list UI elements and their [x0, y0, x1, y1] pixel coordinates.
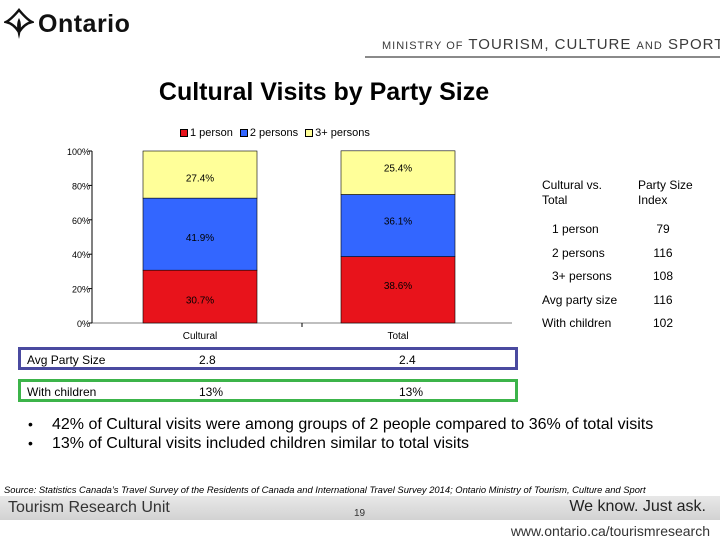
with-children-total: 13%	[399, 385, 424, 399]
y-tick-label: 20%	[72, 285, 90, 295]
legend-swatch-2-persons	[239, 129, 248, 137]
header-divider	[365, 56, 720, 58]
table-row-value: 102	[652, 316, 674, 330]
legend-label-2-persons: 2 persons	[249, 127, 299, 139]
footer-tagline: We know. Just ask.	[569, 498, 706, 515]
bar-segment	[340, 150, 456, 195]
bullet-item: • 42% of Cultural visits were among grou…	[22, 416, 662, 433]
table-row: With children 102	[530, 312, 715, 336]
data-label: 38.6%	[384, 281, 412, 292]
table-row-label: 2 persons	[552, 245, 605, 260]
table-header-col1: Cultural vs. Total	[542, 178, 603, 207]
y-tick-label: 0%	[77, 319, 90, 329]
ministry-part-c: , CULTURE	[544, 36, 632, 53]
data-label: 30.7%	[186, 296, 214, 307]
ontario-logo: Ontario	[4, 4, 130, 44]
bar-segment	[142, 150, 258, 199]
footer-url[interactable]: www.ontario.ca/tourismresearch	[510, 523, 710, 539]
bullet-icon: •	[28, 416, 33, 432]
data-label: 25.4%	[384, 164, 412, 175]
page-title: Cultural Visits by Party Size	[158, 78, 490, 106]
chart-legend: 1 person 2 persons 3+ persons	[180, 127, 377, 139]
x-category-label: Cultural	[183, 331, 217, 342]
footer-url-band: www.ontario.ca/tourismresearch	[0, 520, 720, 540]
legend-swatch-3-persons	[305, 129, 314, 137]
y-tick-label: 80%	[72, 181, 90, 191]
avg-party-size-row: Avg Party Size 2.8 2.4	[18, 347, 518, 370]
bullet-text: 42% of Cultural visits were among groups…	[52, 416, 654, 433]
bar-segment	[340, 194, 456, 257]
legend-swatch-1-person	[180, 129, 188, 137]
bar-segment	[142, 269, 258, 324]
table-row-value: 116	[653, 245, 673, 260]
ministry-name: MINISTRY OF TOURISM, CULTURE AND SPORT	[382, 36, 720, 53]
table-row: 3+ persons 108	[530, 265, 715, 289]
legend-label-3-persons: 3+ persons	[315, 127, 370, 139]
logo-text: Ontario	[38, 9, 131, 38]
table-header-col2: Party Size Index	[638, 178, 693, 207]
table-row-label: Avg party size	[542, 292, 618, 307]
table-row-label: 1 person	[552, 222, 599, 236]
footer-unit-name: Tourism Research Unit	[8, 499, 170, 516]
footer-band: Tourism Research Unit 19 We know. Just a…	[0, 496, 720, 520]
avg-party-size-total: 2.4	[399, 353, 416, 367]
table-header: Cultural vs. Total Party Size Index	[530, 172, 715, 218]
y-tick-label: 100%	[67, 147, 90, 157]
bar-segment	[142, 197, 258, 271]
legend-item-1-person: 1 person	[180, 127, 233, 139]
with-children-row: With children 13% 13%	[18, 379, 518, 402]
bullet-text: 13% of Cultural visits included children…	[52, 435, 470, 452]
table-row-label: With children	[542, 316, 612, 330]
table-row: Avg party size 116	[530, 289, 715, 313]
y-tick-label: 60%	[72, 216, 90, 226]
bullet-item: • 13% of Cultural visits included childr…	[22, 435, 662, 452]
x-category-label: Total	[387, 331, 408, 342]
stacked-bar-chart: 0% 20% 40% 60% 80% 100% 30.7% 41.9% 27.4% Cultura…	[0, 140, 540, 345]
legend-item-2-persons: 2 persons	[239, 127, 299, 139]
ministry-part-b: TOURISM	[468, 36, 545, 53]
key-findings: • 42% of Cultural visits were among grou…	[22, 416, 662, 454]
data-label: 41.9%	[186, 233, 214, 244]
legend-item-3-persons: 3+ persons	[305, 127, 370, 139]
data-label: 36.1%	[384, 217, 412, 228]
bullet-icon: •	[28, 435, 33, 451]
footer: Tourism Research Unit 19 We know. Just a…	[0, 496, 720, 540]
chart-canvas: 0% 20% 40% 60% 80% 100% 30.7% 41.9% 27.4% Cultura…	[67, 147, 512, 342]
avg-party-size-cultural: 2.8	[199, 353, 216, 367]
ministry-part-d: AND	[636, 40, 663, 52]
data-label: 27.4%	[186, 174, 214, 185]
header: Ontario MINISTRY OF TOURISM, CULTURE AND…	[0, 0, 720, 66]
table-row-label: 3+ persons	[552, 269, 612, 283]
table-row-value: 108	[652, 269, 674, 283]
with-children-cultural: 13%	[199, 385, 224, 399]
source-note: Source: Statistics Canada’s Travel Surve…	[4, 484, 646, 495]
trillium-icon	[4, 8, 34, 39]
table-row-value: 116	[653, 292, 673, 307]
ministry-part-a: MINISTRY OF	[382, 40, 464, 52]
table-row: 2 persons 116	[530, 242, 715, 266]
ministry-part-e: SPORT	[667, 36, 720, 53]
bar-segment	[340, 256, 456, 324]
avg-party-size-label: Avg Party Size	[27, 353, 106, 367]
page-number: 19	[354, 508, 366, 519]
party-size-index-table: Cultural vs. Total Party Size Index 1 pe…	[530, 172, 715, 336]
legend-label-1-person: 1 person	[190, 127, 233, 139]
y-tick-label: 40%	[72, 250, 90, 260]
with-children-label: With children	[27, 385, 97, 399]
table-row-value: 79	[656, 222, 670, 236]
table-row: 1 person 79	[530, 218, 715, 242]
